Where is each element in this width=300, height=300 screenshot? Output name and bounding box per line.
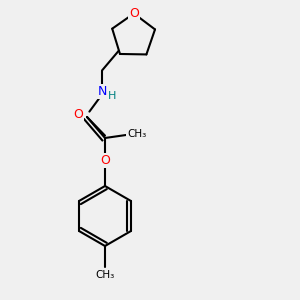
Text: CH₃: CH₃: [127, 129, 146, 140]
Text: O: O: [100, 154, 110, 167]
Text: N: N: [97, 85, 107, 98]
Text: H: H: [108, 91, 117, 101]
Text: O: O: [73, 107, 83, 121]
Text: CH₃: CH₃: [95, 269, 115, 280]
Text: O: O: [129, 7, 139, 20]
